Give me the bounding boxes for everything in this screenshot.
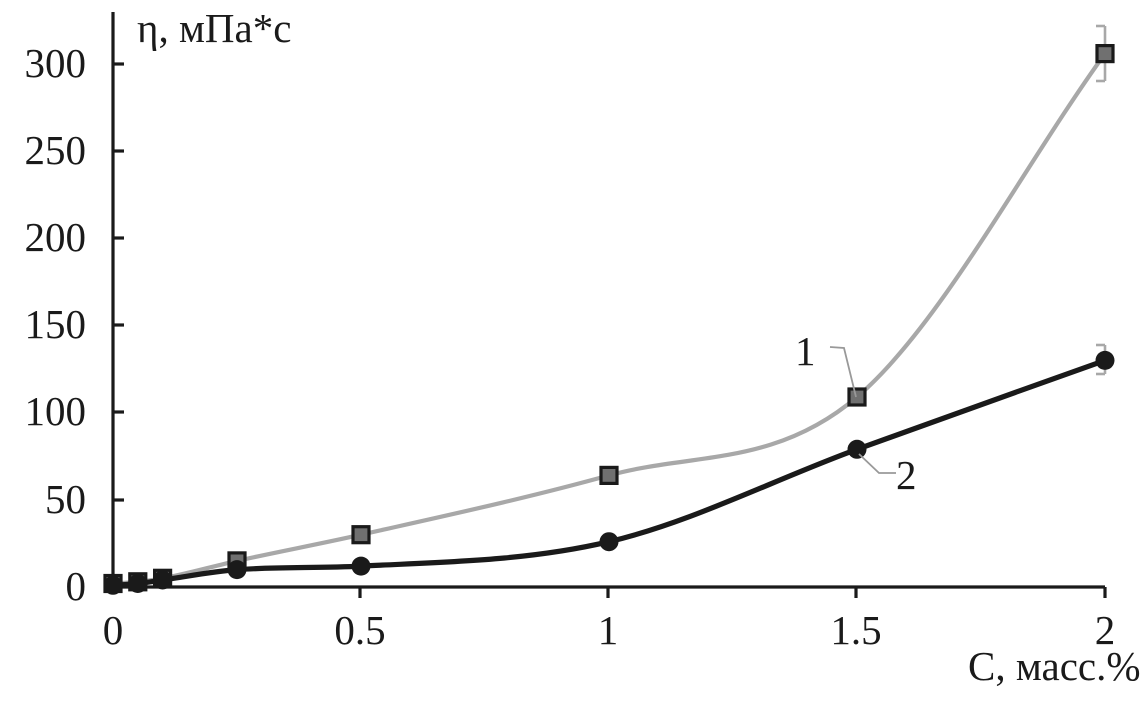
svg-text:1: 1 — [795, 328, 816, 374]
svg-text:100: 100 — [25, 388, 87, 434]
svg-text:250: 250 — [25, 127, 87, 173]
svg-text:1: 1 — [598, 607, 619, 653]
svg-text:0.5: 0.5 — [334, 607, 385, 653]
svg-text:300: 300 — [25, 40, 87, 86]
svg-text:200: 200 — [25, 214, 87, 260]
svg-text:0: 0 — [66, 563, 87, 609]
svg-text:С, масс.%: С, масс.% — [968, 643, 1141, 689]
svg-text:η, мПа*с: η, мПа*с — [137, 5, 291, 51]
svg-text:1.5: 1.5 — [830, 607, 881, 653]
svg-text:2: 2 — [896, 452, 917, 498]
svg-text:150: 150 — [25, 301, 87, 347]
svg-text:50: 50 — [45, 476, 86, 522]
svg-text:0: 0 — [103, 607, 124, 653]
